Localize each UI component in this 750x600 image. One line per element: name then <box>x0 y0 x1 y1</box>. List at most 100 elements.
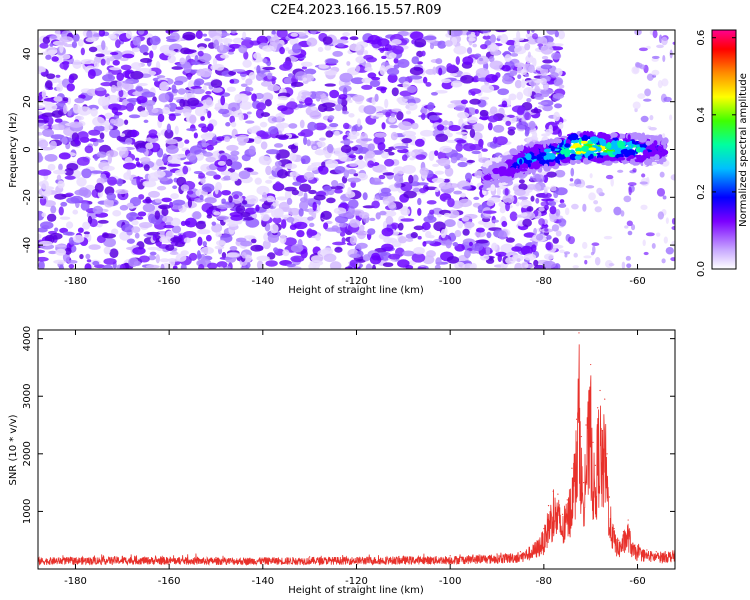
noise-blob <box>380 187 391 194</box>
signal-blob <box>531 168 536 176</box>
noise-blob <box>514 62 525 68</box>
noise-blob <box>287 73 294 78</box>
noise-blob <box>453 45 467 55</box>
noise-blob <box>469 128 476 139</box>
noise-blob <box>122 53 135 59</box>
noise-blob <box>549 205 557 215</box>
noise-blob <box>266 149 280 155</box>
noise-blob <box>293 221 308 230</box>
noise-blob <box>663 96 672 103</box>
noise-blob <box>272 216 282 224</box>
noise-blob <box>652 30 658 39</box>
noise-blob <box>76 156 90 166</box>
noise-blob <box>221 189 231 196</box>
noise-blob <box>529 176 533 181</box>
noise-blob <box>362 254 371 262</box>
noise-blob <box>38 169 52 176</box>
noise-blob <box>197 50 204 57</box>
noise-blob <box>265 165 272 176</box>
noise-blob <box>221 201 235 205</box>
noise-blob <box>364 67 373 72</box>
noise-blob <box>443 212 451 218</box>
noise-blob <box>229 172 239 182</box>
noise-blob <box>41 89 47 99</box>
noise-blob <box>38 233 42 239</box>
signal-blob <box>518 168 528 172</box>
noise-blob <box>42 36 51 45</box>
noise-blob <box>214 245 225 250</box>
noise-blob <box>230 161 243 170</box>
noise-blob <box>229 43 242 49</box>
noise-blob <box>157 113 165 123</box>
noise-blob <box>347 187 352 195</box>
noise-blob <box>349 36 359 41</box>
noise-blob <box>200 177 206 184</box>
noise-blob <box>520 261 529 269</box>
noise-blob <box>555 208 561 218</box>
noise-blob <box>470 31 476 36</box>
noise-blob <box>473 75 479 82</box>
noise-blob <box>374 132 387 138</box>
noise-blob <box>543 186 551 190</box>
noise-blob <box>314 122 327 131</box>
noise-blob <box>447 197 455 208</box>
signal-blob <box>659 160 664 165</box>
noise-blob <box>472 43 477 48</box>
noise-blob <box>524 43 531 51</box>
noise-blob <box>98 30 106 37</box>
signal-blob <box>536 154 543 161</box>
noise-blob <box>535 233 544 241</box>
signal-blob <box>638 135 647 143</box>
noise-blob <box>214 64 225 71</box>
noise-blob <box>605 174 614 180</box>
noise-blob <box>429 209 435 215</box>
noise-blob <box>505 120 512 126</box>
noise-blob <box>85 37 97 43</box>
noise-blob <box>147 246 160 251</box>
noise-blob <box>109 56 115 62</box>
noise-blob <box>246 111 252 115</box>
noise-blob <box>134 232 140 239</box>
noise-blob <box>608 263 615 267</box>
noise-blob <box>391 240 402 248</box>
noise-blob <box>195 30 203 39</box>
noise-blob <box>553 78 563 86</box>
noise-blob <box>482 210 497 214</box>
noise-blob <box>391 87 399 97</box>
signal-blob <box>530 154 535 160</box>
noise-blob <box>340 97 348 107</box>
noise-blob <box>424 186 438 191</box>
noise-blob <box>525 54 534 64</box>
noise-blob <box>358 147 369 154</box>
noise-blob <box>175 253 187 262</box>
noise-blob <box>617 169 624 173</box>
noise-blob <box>349 253 361 259</box>
bottom-x-tick-label: -180 <box>64 576 87 587</box>
noise-blob <box>651 69 660 76</box>
noise-blob <box>267 233 280 243</box>
noise-blob <box>265 179 273 184</box>
noise-blob <box>298 208 304 217</box>
signal-blob <box>596 146 602 152</box>
noise-blob <box>517 74 522 80</box>
noise-blob <box>410 232 418 239</box>
noise-blob <box>77 227 84 233</box>
noise-blob <box>215 136 226 141</box>
signal-blob <box>648 144 655 150</box>
noise-blob <box>130 70 144 80</box>
noise-blob <box>594 256 601 266</box>
noise-blob <box>549 214 558 223</box>
noise-blob <box>402 164 416 174</box>
noise-blob <box>290 244 304 253</box>
noise-blob <box>142 180 157 188</box>
noise-blob <box>288 123 298 129</box>
noise-blob <box>397 222 404 231</box>
noise-blob <box>234 93 242 104</box>
signal-blob <box>548 153 556 160</box>
signal-blob <box>551 146 555 152</box>
noise-blob <box>228 195 233 203</box>
noise-blob <box>241 252 247 259</box>
noise-blob <box>623 195 632 203</box>
noise-blob <box>514 188 526 196</box>
noise-blob <box>537 101 549 105</box>
